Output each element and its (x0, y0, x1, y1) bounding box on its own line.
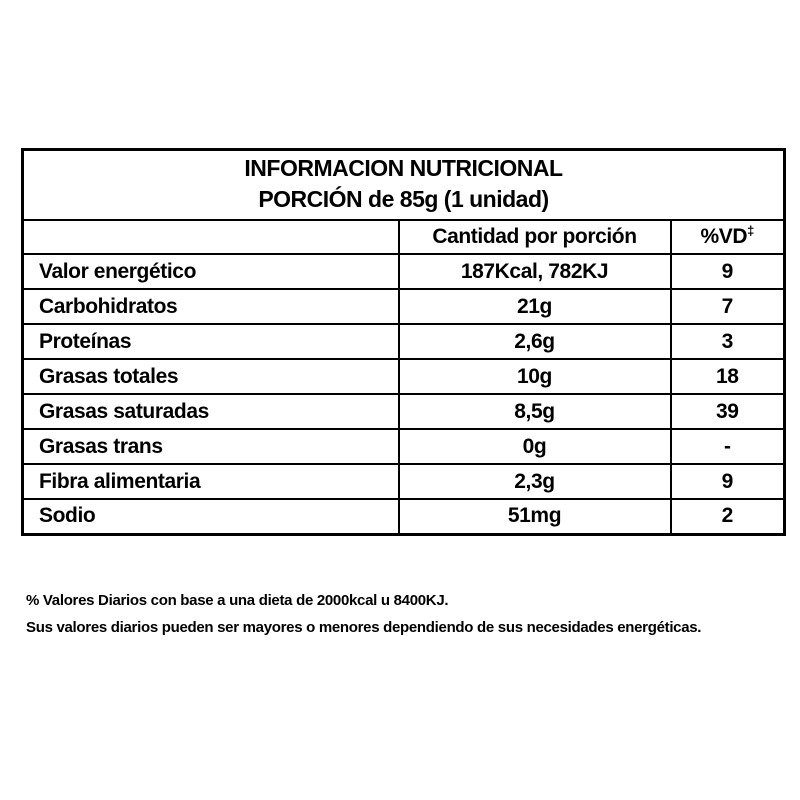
amount-value: 2,3g (397, 463, 672, 500)
table-row: Grasas totales 10g 18 (21, 358, 786, 395)
nutrient-label: Grasas trans (21, 428, 400, 465)
dv-value: 18 (669, 358, 786, 395)
column-header-amount: Cantidad por porción (397, 219, 672, 255)
amount-value: 8,5g (397, 393, 672, 430)
amount-value: 21g (397, 288, 672, 325)
dv-value: 7 (669, 288, 786, 325)
nutrient-label: Grasas saturadas (21, 393, 400, 430)
nutrient-label: Fibra alimentaria (21, 463, 400, 500)
dv-footnote-marker: ‡ (747, 223, 754, 238)
table-row: Grasas trans 0g - (21, 428, 786, 465)
table-row: Grasas saturadas 8,5g 39 (21, 393, 786, 430)
amount-value: 10g (397, 358, 672, 395)
table-row: Sodio 51mg 2 (21, 498, 786, 535)
dv-value: 2 (669, 498, 786, 535)
table-row: Carbohidratos 21g 7 (21, 288, 786, 325)
nutrient-label: Proteínas (21, 323, 400, 360)
footnotes: % Valores Diarios con base a una dieta d… (26, 587, 788, 641)
nutrient-label: Carbohidratos (21, 288, 400, 325)
table-row: Valor energético 187Kcal, 782KJ 9 (21, 253, 786, 290)
dv-value: 9 (669, 463, 786, 500)
table-row: Proteínas 2,6g 3 (21, 323, 786, 360)
footnote-line-2: Sus valores diarios pueden ser mayores o… (26, 619, 702, 636)
dv-value: - (669, 428, 786, 465)
dv-value: 9 (669, 253, 786, 290)
amount-value: 2,6g (397, 323, 672, 360)
dv-value: 3 (669, 323, 786, 360)
column-header-row: Cantidad por porción %VD‡ (21, 219, 786, 255)
column-header-dv: %VD‡ (669, 219, 786, 255)
dv-value: 39 (669, 393, 786, 430)
serving-size: PORCIÓN de 85g (1 unidad) (258, 186, 549, 212)
nutrient-label: Valor energético (21, 253, 400, 290)
table-row: Fibra alimentaria 2,3g 9 (21, 463, 786, 500)
amount-value: 187Kcal, 782KJ (397, 253, 672, 290)
column-header-nutrient (21, 219, 400, 255)
dv-label: %VD (700, 225, 748, 248)
footnote-line-1: % Valores Diarios con base a una dieta d… (26, 592, 449, 609)
table-title: INFORMACION NUTRICIONAL (244, 155, 563, 181)
nutrient-label: Sodio (21, 498, 400, 535)
amount-value: 51mg (397, 498, 672, 535)
nutrient-label: Grasas totales (21, 358, 400, 395)
amount-value: 0g (397, 428, 672, 465)
table-title-cell: INFORMACION NUTRICIONAL PORCIÓN de 85g (… (21, 148, 786, 221)
nutrition-table: INFORMACION NUTRICIONAL PORCIÓN de 85g (… (21, 148, 786, 536)
title-row: INFORMACION NUTRICIONAL PORCIÓN de 85g (… (21, 148, 786, 221)
